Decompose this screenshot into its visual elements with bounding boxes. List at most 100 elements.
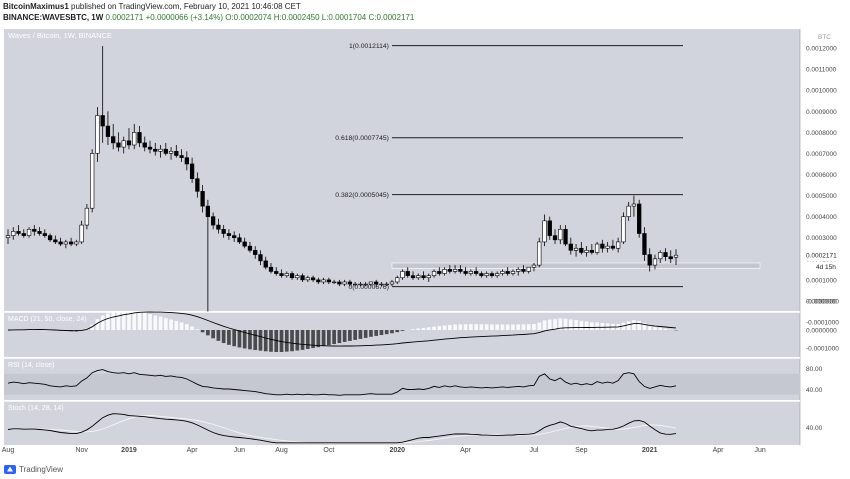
candle-body xyxy=(374,281,379,285)
macd-histogram-bar xyxy=(553,319,557,330)
rsi-title: RSI (14, close) xyxy=(8,362,54,369)
macd-histogram-bar xyxy=(432,326,436,330)
ohlc-values: O:0.0002074 H:0.0002450 L:0.0001704 C:0.… xyxy=(225,13,415,22)
macd-histogram-bar xyxy=(284,330,289,352)
macd-histogram-bar xyxy=(316,330,321,348)
time-tick-label: 2019 xyxy=(121,447,137,454)
candle-body xyxy=(637,203,642,234)
candle-body xyxy=(216,224,221,230)
pane-background-3 xyxy=(4,401,800,445)
candle-body xyxy=(668,256,673,260)
time-tick-label: Jul xyxy=(530,447,539,454)
candle-body xyxy=(242,241,247,247)
candle-body xyxy=(447,269,452,272)
candle-body xyxy=(116,142,121,148)
macd-histogram-bar xyxy=(195,329,200,330)
candle-body xyxy=(263,260,268,268)
tradingview-logo-icon xyxy=(4,464,16,474)
candle-body xyxy=(74,241,79,245)
candle-body xyxy=(495,273,500,276)
candle-body xyxy=(284,273,289,276)
time-tick-label: Jun xyxy=(234,447,245,454)
macd-histogram-bar xyxy=(395,330,400,333)
candle-body xyxy=(105,125,111,137)
fib-level-label: 0(0.0000676) xyxy=(349,284,389,291)
candle-body xyxy=(305,277,310,281)
candle-body xyxy=(142,142,147,148)
candle-body xyxy=(331,281,337,284)
macd-histogram-bar xyxy=(568,319,573,330)
stoch-k-line xyxy=(7,413,677,444)
macd-histogram-bar xyxy=(495,324,500,330)
macd-histogram-bar xyxy=(574,320,578,330)
macd-histogram-bar xyxy=(248,330,252,350)
macd-histogram-bar xyxy=(253,330,258,350)
macd-histogram-bar xyxy=(279,330,284,353)
footer-brand[interactable]: TradingView xyxy=(19,464,64,474)
candle-body xyxy=(526,266,531,272)
macd-histogram-bar xyxy=(463,324,468,330)
candle-body xyxy=(542,220,547,243)
candle-body xyxy=(358,283,363,286)
candle-body xyxy=(321,279,326,283)
macd-histogram-bar xyxy=(647,325,652,330)
candle-body xyxy=(547,220,552,236)
candle-body xyxy=(337,281,342,285)
macd-histogram-bar xyxy=(379,330,384,336)
price-change: +0.0000066 (+3.14%) xyxy=(145,13,223,22)
candle-body xyxy=(658,252,663,260)
candle-body xyxy=(421,275,426,279)
footer: TradingView xyxy=(4,462,63,476)
candle-body xyxy=(616,241,621,249)
candle-body xyxy=(111,136,116,144)
publisher-name[interactable]: BitcoinMaximus1 xyxy=(3,2,69,11)
candle-body xyxy=(258,254,263,262)
time-tick-label: Oct xyxy=(323,447,334,454)
macd-tick-label: 0.0000000 xyxy=(806,328,837,335)
symbol-label[interactable]: BINANCE:WAVESBTC, 1W xyxy=(3,13,104,22)
candle-body xyxy=(484,273,489,276)
candle-body xyxy=(184,157,189,165)
rsi-band xyxy=(4,373,800,395)
macd-histogram-bar xyxy=(200,330,205,333)
candle-body xyxy=(268,266,274,272)
candle-body xyxy=(232,235,237,239)
last-price-tag xyxy=(801,249,843,262)
candle-body xyxy=(452,269,458,272)
candle-body xyxy=(510,271,516,274)
macd-histogram-bar xyxy=(290,330,294,352)
macd-histogram-bar xyxy=(100,315,105,330)
candle-body xyxy=(516,269,521,272)
macd-histogram-bar xyxy=(337,330,342,344)
macd-histogram-bar xyxy=(584,321,589,330)
candle-body xyxy=(568,243,573,251)
price-tick-label: 0.0006000 xyxy=(806,172,837,179)
price-tick-label: 0.0009000 xyxy=(806,109,837,116)
macd-histogram-bar xyxy=(590,322,594,330)
candle-body xyxy=(274,271,279,274)
macd-histogram-bar xyxy=(142,312,147,330)
macd-histogram-bar xyxy=(358,330,363,339)
candle-body xyxy=(42,233,47,236)
time-tick-label: Apr xyxy=(460,447,472,454)
candle-body xyxy=(21,233,26,236)
macd-histogram-bar xyxy=(400,330,405,331)
macd-histogram-bar xyxy=(663,328,668,330)
price-tick-label: 0.0007000 xyxy=(806,151,837,158)
candle-body xyxy=(521,269,526,272)
macd-histogram-bar xyxy=(411,329,415,330)
chart-canvas[interactable]: Waves / Bitcoin, 1W, BINANCE BTC 0.0012000… xyxy=(0,26,850,462)
price-tick-label: -0.0001000 xyxy=(806,320,839,327)
macd-histogram-bar xyxy=(106,313,110,330)
macd-histogram-bar xyxy=(269,330,273,352)
macd-line xyxy=(7,311,677,347)
candle-body xyxy=(63,241,68,245)
candle-body xyxy=(621,216,626,243)
candle-body xyxy=(663,252,668,257)
macd-histogram-bar xyxy=(369,330,373,337)
macd-histogram-bar xyxy=(258,330,263,351)
stoch-tick-label: 40.00 xyxy=(806,425,823,432)
candle-body xyxy=(137,132,142,144)
chart-title: Waves / Bitcoin, 1W, BINANCE xyxy=(8,31,112,40)
macd-histogram-bar xyxy=(458,324,463,330)
